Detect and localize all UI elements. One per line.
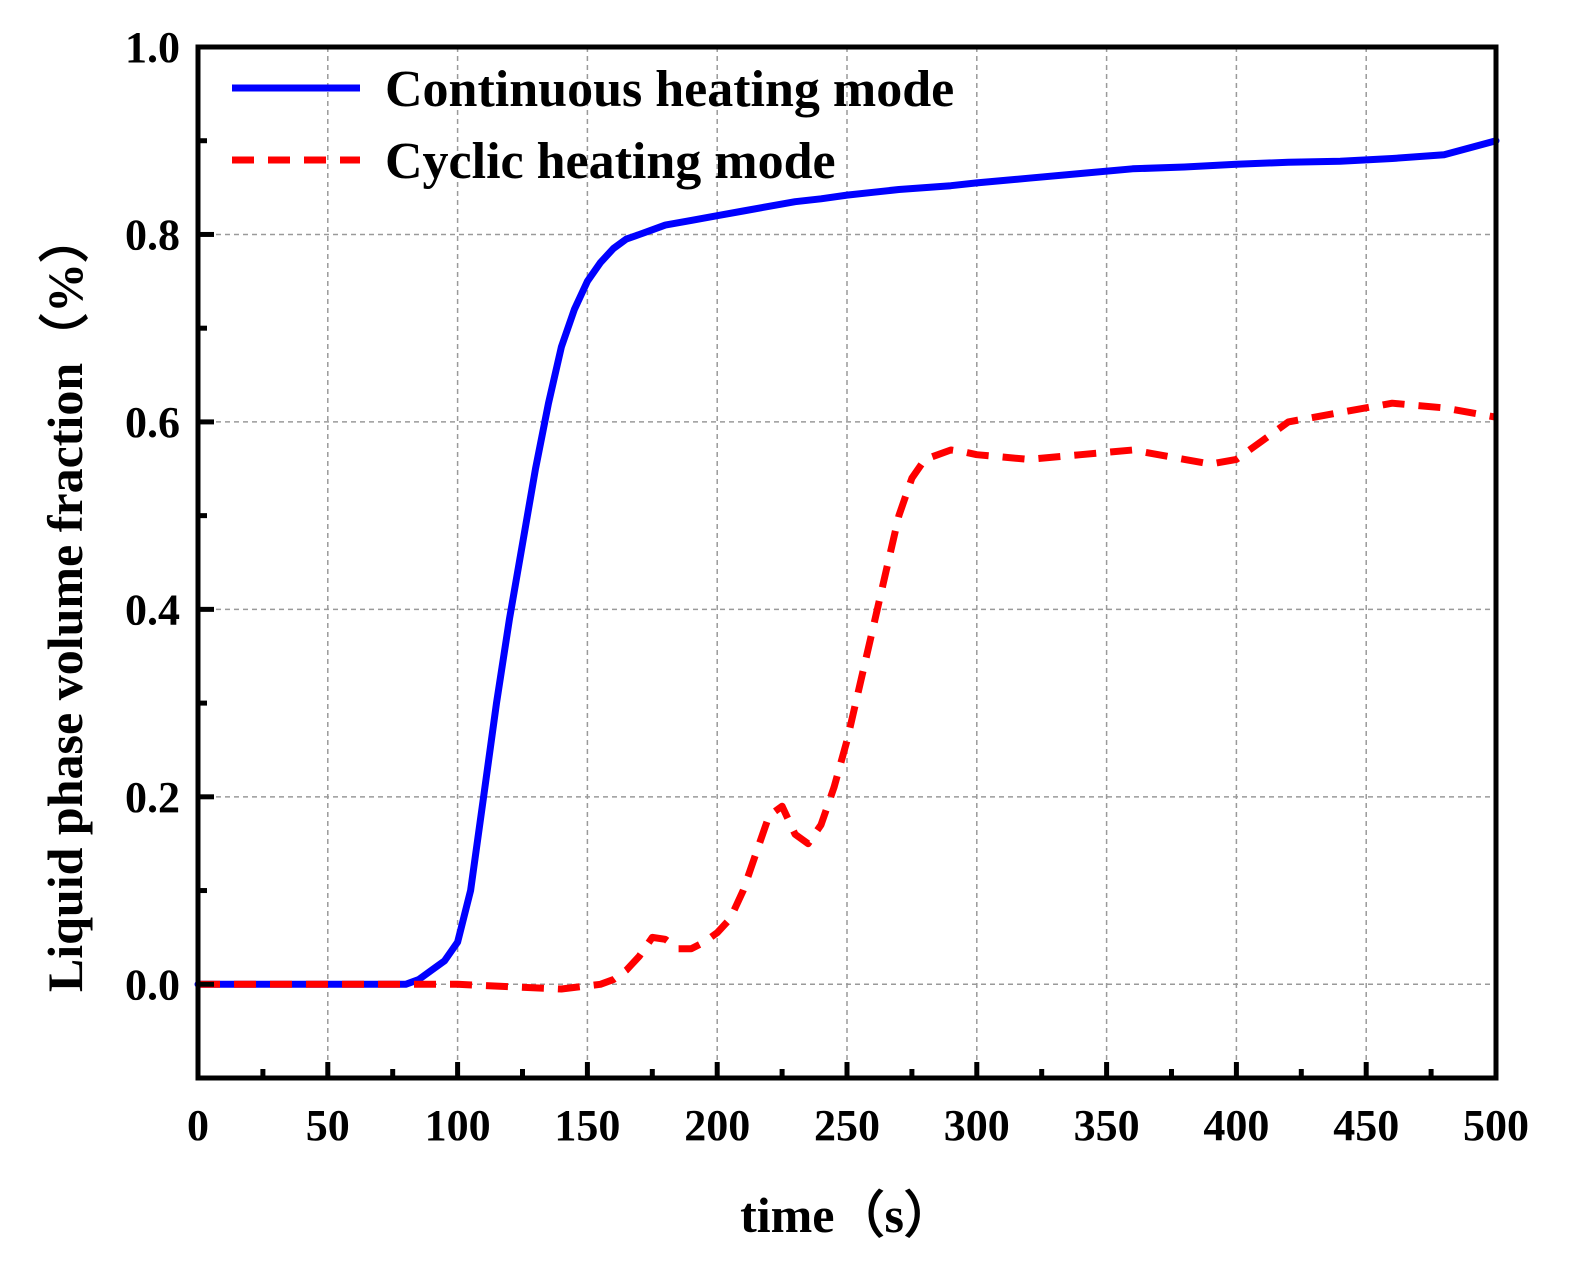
legend: Continuous heating mode Cyclic heating m… — [232, 61, 954, 190]
x-tick-label: 500 — [1463, 1101, 1529, 1150]
x-tick-label: 350 — [1074, 1101, 1140, 1150]
x-tick-label: 150 — [554, 1101, 620, 1150]
series-line-cyclic — [198, 399, 1497, 993]
y-tick-label: 0.2 — [125, 773, 180, 822]
x-tick-label: 100 — [425, 1101, 491, 1150]
x-tick-label: 400 — [1203, 1101, 1269, 1150]
tick-labels: 0 50 100 150 200 250 300 350 400 450 500 0.0 0.2 0.4 0… — [125, 23, 1529, 1150]
x-tick-label: 450 — [1333, 1101, 1399, 1150]
y-axis-title: Liquid phase volume fraction（%） — [37, 213, 93, 992]
series-group — [194, 137, 1500, 993]
x-tick-label: 250 — [814, 1101, 880, 1150]
series-line-continuous — [194, 137, 1500, 988]
x-tick-label: 200 — [684, 1101, 750, 1150]
grid — [198, 47, 1496, 1078]
legend-label-continuous: Continuous heating mode — [385, 61, 954, 118]
ticks — [195, 44, 1499, 1081]
x-tick-label: 300 — [944, 1101, 1010, 1150]
x-axis-title: time（s） — [740, 1187, 954, 1243]
x-tick-label: 0 — [187, 1101, 209, 1150]
legend-label-cyclic: Cyclic heating mode — [385, 133, 836, 190]
x-tick-label: 50 — [306, 1101, 350, 1150]
y-tick-label: 0.6 — [125, 398, 180, 447]
y-tick-label: 1.0 — [125, 23, 180, 72]
y-tick-label: 0.8 — [125, 210, 180, 259]
y-tick-label: 0.4 — [125, 585, 180, 634]
y-tick-label: 0.0 — [125, 960, 180, 1009]
